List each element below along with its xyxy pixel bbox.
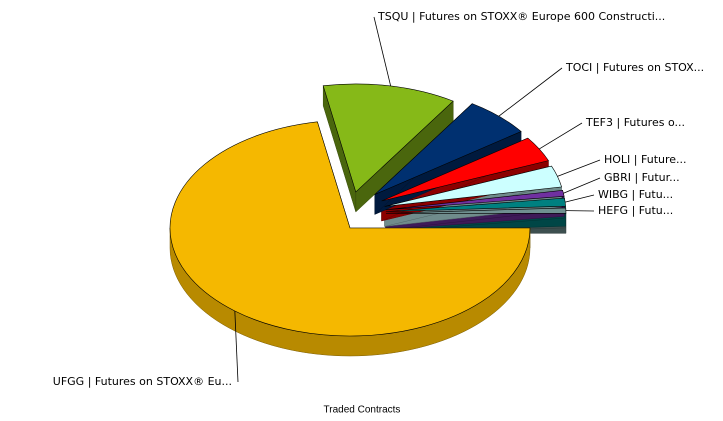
- leader-line: [234, 310, 239, 383]
- slice-label: TSQU | Futures on STOXX® Europe 600 Cons…: [377, 10, 665, 23]
- slice-label: TEF3 | Futures o...: [585, 116, 685, 129]
- slice-label: GBRI | Futur...: [604, 171, 680, 184]
- pie-labels: HEFG | Futu... WIBG | Futu... GBRI | Futur…: [53, 10, 704, 388]
- pie-slice: [374, 103, 522, 195]
- pie-slice: [381, 137, 549, 202]
- slice-label: HEFG | Futu...: [598, 204, 673, 217]
- pie-tops: [169, 83, 567, 337]
- pie-slice: [385, 189, 565, 211]
- leader-line: [557, 159, 601, 177]
- pie-slice: [322, 83, 454, 193]
- slice-label: UFGG | Futures on STOXX® Eu...: [53, 375, 232, 388]
- leader-line: [373, 16, 392, 87]
- leader-line: [539, 122, 583, 150]
- slice-label: HOLI | Future...: [604, 153, 687, 166]
- leader-line: [498, 67, 563, 117]
- leader-line: [565, 194, 595, 203]
- pie-slice: [385, 197, 566, 212]
- chart-title: Traded Contracts: [324, 405, 401, 416]
- leader-line: [563, 177, 601, 194]
- slice-label: WIBG | Futu...: [598, 188, 673, 201]
- pie-slice: [169, 121, 531, 337]
- slice-label: TOCI | Futures on STOX...: [565, 61, 704, 74]
